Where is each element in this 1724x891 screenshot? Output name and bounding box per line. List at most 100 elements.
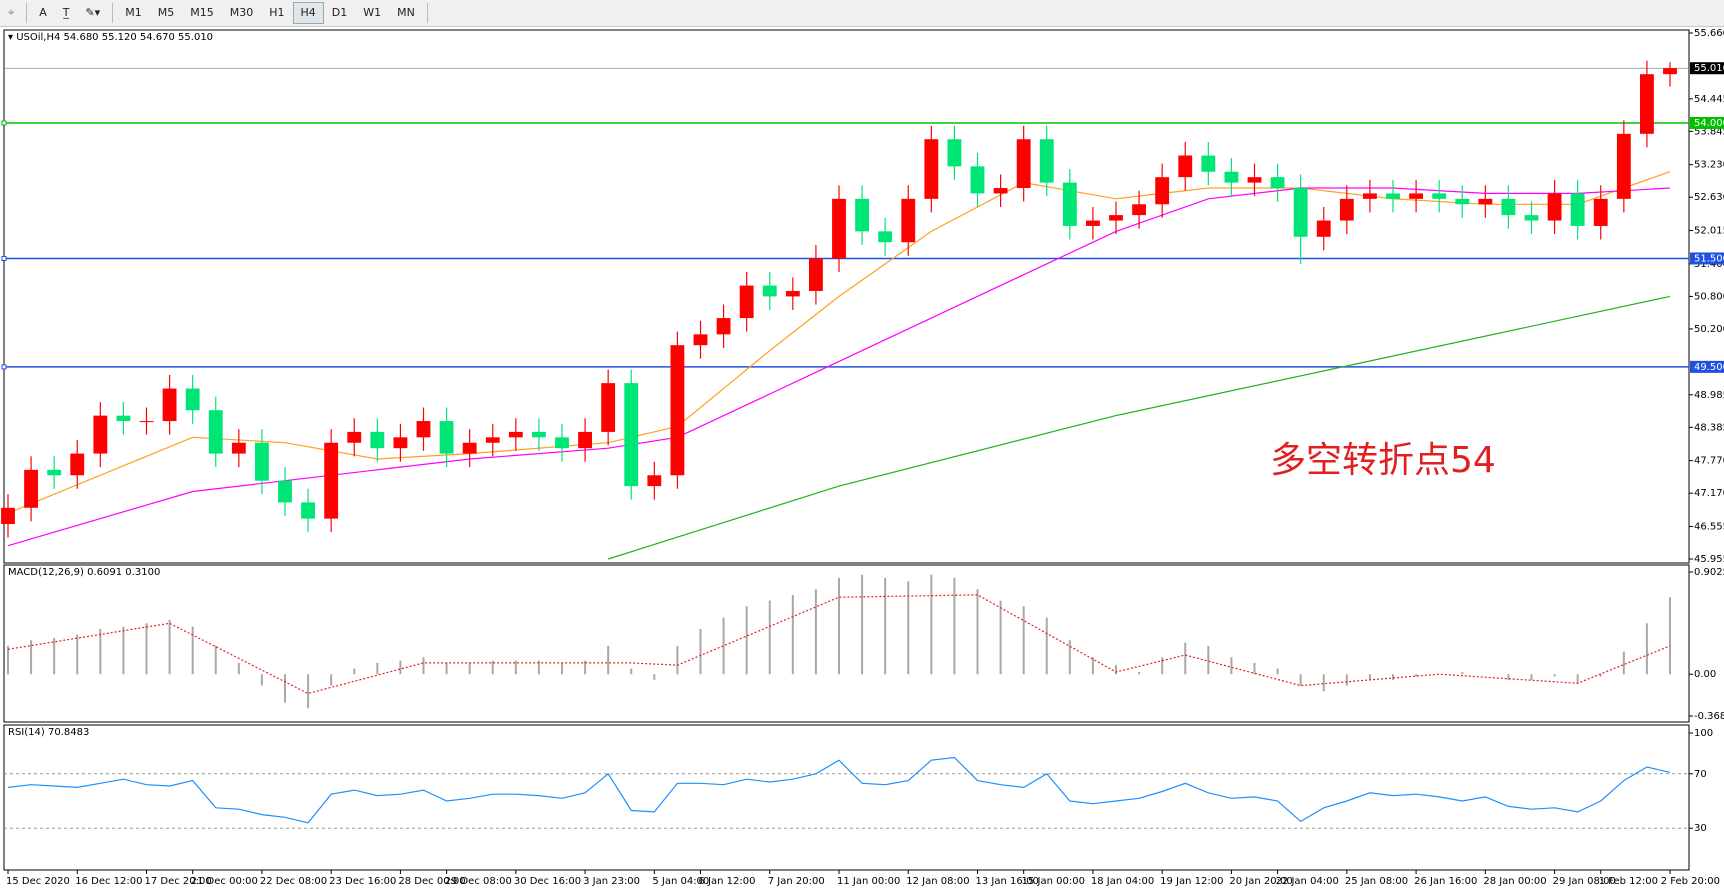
timeframe-button[interactable]: M15	[190, 6, 214, 19]
y-tick-label: 100	[1694, 728, 1713, 739]
histogram-bar	[191, 626, 194, 675]
candle-body	[301, 502, 316, 519]
pane-title: USOil,H4	[16, 32, 60, 43]
pane-values: 0.6091 0.3100	[87, 567, 160, 578]
candle-body	[485, 437, 500, 443]
candle-body	[1, 507, 15, 525]
candle-body	[1524, 215, 1539, 221]
histogram-bar	[1022, 606, 1025, 675]
histogram-bar	[1230, 657, 1233, 675]
candle-body	[878, 231, 893, 243]
x-tick-label: 5 Jan 04:00	[652, 876, 709, 887]
candle-body	[439, 421, 454, 454]
candle-body	[1085, 220, 1100, 226]
y-tick-label: 0.9025	[1694, 567, 1724, 578]
timeframe-button[interactable]: W1	[363, 6, 382, 19]
y-tick-label: 0.00	[1694, 669, 1716, 680]
level-handle	[1, 120, 7, 126]
histogram-bar	[584, 660, 587, 675]
pane-header: ▾ USOil,H4 54.680 55.120 54.670 55.010	[8, 32, 213, 43]
x-tick-label: 7 Jan 20:00	[768, 876, 825, 887]
x-tick-label: 13 Jan 16:00	[976, 876, 1039, 887]
candle-body	[93, 415, 108, 454]
histogram-bar	[1299, 674, 1302, 686]
y-tick-label: 48.985	[1694, 390, 1724, 401]
timeframe-button[interactable]: M5	[157, 6, 175, 19]
x-tick-label: 28 Jan 00:00	[1483, 876, 1546, 887]
candle-body	[924, 139, 939, 199]
last-price-label: 55.010	[1694, 63, 1724, 74]
histogram-bar	[330, 674, 333, 686]
cursor-icon[interactable]: ⌖	[8, 6, 15, 19]
histogram-bar	[284, 674, 286, 703]
candle-body	[1362, 193, 1377, 199]
candle-body	[1247, 177, 1262, 183]
y-tick-label: 53.230	[1694, 160, 1724, 171]
timeframe-button[interactable]: H1	[269, 6, 285, 19]
histogram-bar	[1068, 640, 1071, 675]
moving-average	[608, 295, 1671, 560]
y-tick-label: 53.845	[1694, 126, 1724, 137]
candle-body	[393, 437, 408, 449]
x-tick-label: 1 Feb 12:00	[1599, 876, 1658, 887]
candle-body	[508, 431, 523, 438]
histogram-bar	[399, 660, 402, 675]
y-tick-label: 52.630	[1694, 192, 1724, 203]
histogram-bar	[307, 674, 310, 709]
histogram-bar	[1622, 651, 1625, 675]
y-tick-label: 50.800	[1694, 291, 1724, 302]
timeframe-button[interactable]: H4	[292, 2, 324, 24]
level-handle	[1, 255, 7, 261]
candle-body	[162, 388, 177, 422]
histogram-bar	[1276, 668, 1279, 675]
candle-body	[1178, 155, 1193, 178]
y-tick-label: 30	[1694, 823, 1707, 834]
histogram-bar	[1669, 597, 1671, 675]
y-tick-label: 52.015	[1694, 226, 1724, 237]
annotation: 多空转折点54	[1270, 440, 1496, 481]
histogram-bar	[99, 628, 102, 675]
candle-body	[624, 383, 639, 487]
histogram-bar	[907, 581, 910, 675]
candle-body	[1270, 177, 1285, 189]
toolbar: ⌖ A T̲ ✎▾ M1 M5 M15 M30 H1 H4 D1 W1 MN	[0, 0, 1724, 27]
candle-body	[693, 334, 708, 346]
histogram-bar	[1115, 665, 1117, 675]
histogram-bar	[122, 626, 125, 675]
candle-body	[70, 453, 85, 476]
y-tick-label: 54.445	[1694, 94, 1724, 105]
histogram-bar	[930, 574, 933, 675]
y-tick-label: 70	[1694, 769, 1707, 780]
timeframe-button[interactable]: MN	[397, 6, 415, 19]
histogram-bar	[676, 645, 679, 675]
timeframe-button[interactable]: D1	[331, 6, 348, 19]
histogram-bar	[7, 645, 9, 675]
candle-body	[670, 345, 685, 476]
text-tool[interactable]: A	[39, 6, 47, 19]
candle-body	[324, 442, 339, 519]
timeframe-button[interactable]: M1	[125, 6, 142, 19]
histogram-bar	[1530, 674, 1533, 680]
histogram-bar	[1138, 671, 1141, 675]
histogram-bar	[1645, 623, 1648, 675]
histogram-bar	[861, 574, 864, 675]
candle-body	[1339, 198, 1354, 221]
candle-body	[347, 431, 362, 443]
histogram-bar	[953, 577, 956, 675]
moving-average	[7, 171, 1671, 514]
timeframe-button[interactable]: M30	[229, 6, 254, 19]
level-label: 54.000	[1694, 118, 1724, 129]
pane-values: 54.680 55.120 54.670 55.010	[64, 32, 214, 43]
candle-body	[1224, 171, 1239, 183]
y-tick-label: 47.770	[1694, 456, 1724, 467]
candle-body	[1455, 198, 1470, 205]
histogram-bar	[1553, 674, 1556, 677]
candle-body	[1639, 74, 1654, 134]
shapes-tool[interactable]: ✎▾	[85, 6, 101, 19]
histogram-bar	[1599, 674, 1602, 677]
y-tick-label: 50.200	[1694, 324, 1724, 335]
label-tool[interactable]: T̲	[62, 6, 70, 19]
x-tick-label: 30 Dec 16:00	[514, 876, 581, 887]
x-tick-label: 17 Dec 20:00	[145, 876, 212, 887]
candle-body	[785, 290, 800, 297]
